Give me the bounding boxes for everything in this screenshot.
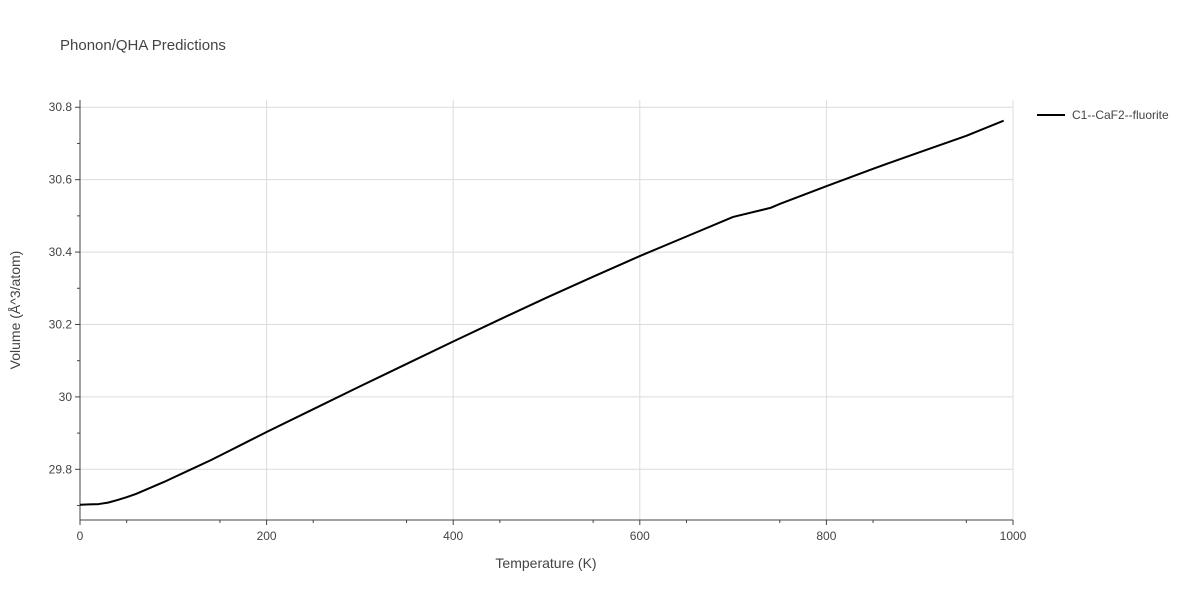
legend[interactable]: C1--CaF2--fluorite bbox=[1037, 108, 1169, 122]
x-tick-label: 200 bbox=[257, 529, 277, 543]
y-axis-title: Volume (Å^3/atom) bbox=[7, 251, 23, 370]
x-tick-label: 800 bbox=[816, 529, 836, 543]
axes: 0 200 400 600 800 1000 29.8 30 30.2 30.4 30.6 30.8 bbox=[49, 100, 1027, 543]
x-axis-title: Temperature (K) bbox=[495, 555, 596, 571]
y-tick-label: 30.2 bbox=[49, 317, 73, 331]
y-tick-label: 29.8 bbox=[49, 462, 73, 476]
y-tick-label: 30 bbox=[59, 390, 73, 404]
y-tick-label: 30.4 bbox=[49, 245, 73, 259]
chart-title: Phonon/QHA Predictions bbox=[60, 37, 226, 54]
series-line bbox=[79, 119, 1005, 506]
legend-item[interactable]: C1--CaF2--fluorite bbox=[1037, 108, 1169, 122]
legend-label: C1--CaF2--fluorite bbox=[1072, 108, 1169, 122]
y-tick-label: 30.8 bbox=[49, 100, 73, 114]
x-tick-label: 1000 bbox=[1000, 529, 1027, 543]
x-tick-label: 400 bbox=[443, 529, 463, 543]
series-lines bbox=[79, 119, 1005, 506]
grid-lines bbox=[80, 100, 1014, 520]
y-tick-label: 30.6 bbox=[49, 173, 73, 187]
x-tick-label: 600 bbox=[630, 529, 650, 543]
x-tick-label: 0 bbox=[77, 529, 84, 543]
